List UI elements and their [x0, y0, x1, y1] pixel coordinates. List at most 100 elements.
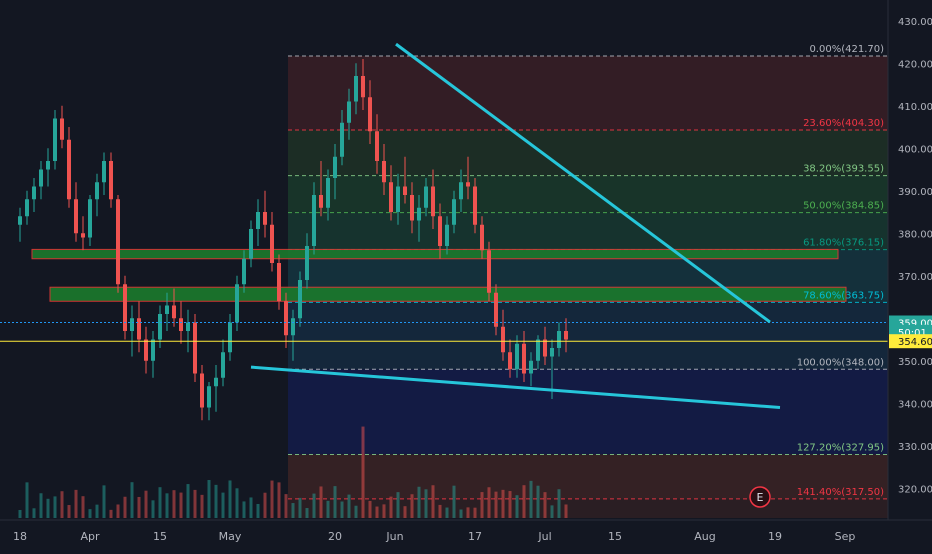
candle-body [74, 199, 78, 234]
volume-bar [186, 484, 190, 518]
candle-body [452, 199, 456, 225]
candle-body [25, 199, 29, 217]
volume-bar [60, 491, 64, 518]
volume-bar [81, 496, 85, 518]
candle-body [186, 322, 190, 331]
candle-body [564, 331, 568, 340]
volume-bar [158, 487, 162, 518]
volume-bar [424, 489, 428, 518]
volume-bar [417, 486, 421, 518]
candle-body [326, 178, 330, 208]
candle-body [284, 301, 288, 336]
volume-bar [347, 494, 351, 518]
volume-bar [263, 492, 267, 518]
volume-bar [298, 497, 302, 518]
price-tick-label: 400.00 [898, 144, 932, 155]
candle-body [466, 182, 470, 187]
volume-bar [529, 480, 533, 518]
price-tick-label: 330.00 [898, 442, 932, 453]
fib-level-label: 127.20%(327.95) [797, 442, 884, 453]
volume-bar [473, 507, 477, 518]
trendlines[interactable] [250, 42, 781, 409]
price-tick-label: 370.00 [898, 272, 932, 283]
volume-bar [382, 504, 386, 518]
volume-bar [228, 480, 232, 518]
volume-bar [438, 504, 442, 518]
volume-bar [410, 494, 414, 518]
volume-bar [326, 500, 330, 518]
zone-box [31, 248, 839, 260]
earnings-marker[interactable]: E [749, 486, 771, 508]
candle-body [151, 339, 155, 361]
candlesticks [18, 59, 568, 421]
volume-bar [67, 505, 71, 518]
volume-bar [179, 492, 183, 518]
volume-bar [46, 498, 50, 518]
fib-zone [288, 212, 888, 250]
candle-body [137, 318, 141, 340]
candle-body [277, 263, 281, 302]
price-axis[interactable]: 320.00330.00340.00350.00360.00370.00380.… [887, 0, 932, 550]
volume-bar [312, 493, 316, 518]
fib-zone [288, 454, 888, 499]
volume-bar [207, 480, 211, 518]
price-tick-label: 340.00 [898, 399, 932, 410]
volume-bars [18, 426, 568, 518]
price-label-bg [889, 334, 932, 349]
price-tick-label: 430.00 [898, 17, 932, 28]
candle-body [81, 233, 85, 238]
volume-bar [508, 491, 512, 518]
price-tick-label: 320.00 [898, 484, 932, 495]
time-tick-label: Apr [80, 530, 100, 543]
volume-bar [445, 507, 449, 518]
candle-body [207, 386, 211, 408]
candle-body [179, 318, 183, 331]
candle-body [270, 224, 274, 263]
supply-demand-zones[interactable] [31, 248, 847, 302]
time-tick-label: 20 [328, 530, 342, 543]
candle-body [536, 339, 540, 361]
candle-body [53, 118, 57, 161]
candle-body [46, 161, 50, 170]
candle-body [480, 224, 484, 251]
candle-body [109, 161, 113, 200]
volume-bar [214, 484, 218, 518]
candle-body [333, 156, 337, 178]
volume-bar [256, 503, 260, 518]
candle-body [543, 339, 547, 357]
time-tick-label: Aug [694, 530, 715, 543]
price-label: 359.00 [898, 319, 932, 330]
volume-bar [39, 493, 43, 518]
volume-bar [403, 506, 407, 518]
volume-bar [466, 507, 470, 518]
fib-zone [288, 56, 888, 130]
candle-body [39, 169, 43, 187]
volume-bar [550, 505, 554, 518]
volume-bar [501, 489, 505, 518]
volume-bar [291, 503, 295, 518]
volume-bar [522, 485, 526, 518]
candle-body [515, 343, 519, 370]
fib-zone [288, 302, 888, 370]
time-axis[interactable]: 18 Apr 15 May 20 Jun 17 Jul 15 Aug 19 Sep [0, 519, 932, 550]
price-tick-label: 390.00 [898, 187, 932, 198]
volume-bar [116, 504, 120, 518]
candle-body [144, 339, 148, 361]
candle-body [417, 207, 421, 221]
volume-bar [340, 501, 344, 518]
volume-bar [487, 487, 491, 518]
candle-body [403, 186, 407, 195]
price-tick-label: 350.00 [898, 357, 932, 368]
earnings-marker-circle [749, 486, 771, 508]
price-label: 50:01 [898, 328, 927, 339]
candle-body [228, 322, 232, 353]
volume-bar [172, 490, 176, 518]
time-tick-label: 15 [153, 530, 167, 543]
volume-bar [144, 490, 148, 518]
time-tick-label: Jun [385, 530, 403, 543]
candle-body [88, 199, 92, 238]
volume-bar [459, 509, 463, 518]
time-tick-label: May [219, 530, 242, 543]
